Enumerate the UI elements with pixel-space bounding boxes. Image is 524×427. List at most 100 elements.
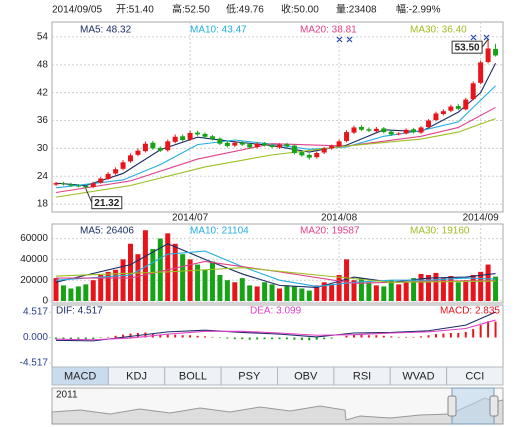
candle-body — [142, 143, 148, 152]
tab-label[interactable]: CCI — [465, 370, 484, 382]
volume-bar — [269, 284, 275, 301]
macd-bar — [226, 337, 229, 339]
tab-label[interactable]: WVAD — [402, 370, 434, 382]
volume-bar — [493, 276, 499, 301]
volume-bar — [336, 274, 342, 301]
annotation-box — [451, 40, 483, 54]
candle-body — [187, 133, 193, 140]
navigator-window[interactable] — [451, 387, 495, 425]
volume-bar — [373, 285, 379, 301]
macd-bar — [271, 337, 274, 340]
candle-body — [366, 129, 372, 131]
volume-bar — [83, 284, 89, 301]
volume-bar — [202, 269, 208, 301]
indicator-line — [55, 267, 496, 283]
header-high: 高:52.50 — [172, 3, 210, 16]
header-volume: 量:23408 — [336, 4, 377, 16]
volume-bar — [120, 259, 126, 301]
candle-body — [403, 129, 409, 134]
tab-label[interactable]: PSY — [238, 370, 261, 382]
volume-bar — [277, 288, 282, 301]
volume-bar — [403, 282, 409, 301]
macd-bar — [77, 337, 80, 340]
macd-bar — [62, 337, 65, 340]
volume-bar — [165, 233, 171, 301]
volume-bar — [157, 238, 163, 301]
macd-bar — [218, 337, 221, 339]
tab-label[interactable]: MACD — [64, 370, 96, 382]
macd-bar — [107, 336, 110, 338]
macd-bar — [487, 321, 490, 338]
candle-body — [314, 153, 320, 158]
volume-bar — [232, 282, 238, 301]
macd-bar — [367, 335, 370, 338]
volume-bar — [224, 280, 230, 301]
volume-bar — [135, 254, 141, 301]
macd-bar — [464, 331, 467, 338]
legend-entry: MA10: 43.47 — [190, 25, 247, 36]
volume-bar — [247, 285, 253, 301]
tab-label[interactable]: OBV — [294, 370, 318, 382]
volume-bar — [172, 243, 178, 301]
indicator-line — [55, 319, 496, 341]
price-panel — [51, 21, 504, 213]
y-tick-label: 36 — [37, 115, 49, 126]
y-tick-label: 30 — [37, 143, 49, 154]
macd-bar — [472, 329, 475, 338]
volume-bar — [209, 261, 215, 301]
annotation-pointer — [481, 38, 489, 48]
legend-entry: MA30: 36.40 — [410, 25, 467, 36]
candle-body — [336, 141, 342, 147]
macd-bar — [308, 337, 311, 341]
indicator-line — [55, 250, 496, 287]
indicator-line — [55, 243, 496, 289]
candle-body — [180, 136, 186, 140]
header: 2014/09/05 开:51.40 高:52.50 低:49.76 收:50.… — [52, 3, 441, 16]
tab-label[interactable]: KDJ — [126, 370, 147, 382]
macd-bar — [360, 334, 363, 338]
candle-body — [455, 106, 461, 109]
indicator-line — [55, 63, 497, 187]
volume-bar — [142, 230, 148, 301]
candle-body — [493, 48, 499, 56]
legend-entry: MA10: 21104 — [190, 226, 249, 237]
candle-body — [277, 144, 282, 148]
macd-bar — [330, 337, 333, 339]
volume-bar — [358, 278, 364, 301]
navigator-handle[interactable] — [489, 395, 499, 417]
candle-body — [105, 173, 111, 180]
volume-bar — [284, 285, 290, 301]
candle-body — [388, 131, 394, 135]
tab-label[interactable]: RSI — [353, 370, 371, 382]
macd-bar — [323, 337, 326, 340]
volume-bar — [75, 286, 81, 301]
volume-bar — [344, 259, 350, 301]
indicator-tabs: MACD KDJ BOLL PSY OBV RSI WVAD CCI — [51, 366, 504, 386]
x-tick-label: 2014/08 — [321, 213, 358, 224]
macd-bar — [293, 337, 296, 340]
candle-body — [75, 185, 81, 187]
candle-body — [411, 129, 417, 133]
volume-bar — [98, 274, 104, 301]
volume-bar — [470, 274, 476, 301]
candle-body — [358, 126, 364, 130]
macd-bar — [122, 334, 125, 338]
macd-bar — [99, 337, 102, 339]
volume-bar — [68, 288, 74, 301]
candle-body — [448, 106, 454, 111]
macd-bar — [353, 334, 355, 338]
macd-bar — [345, 335, 348, 338]
macd-bar — [181, 335, 184, 338]
volume-bar — [485, 264, 491, 301]
volume-bar — [396, 284, 402, 301]
tab[interactable] — [446, 366, 504, 386]
tab-label[interactable]: BOLL — [179, 370, 207, 382]
y-tick-label: 0.000 — [23, 332, 48, 343]
indicator-line — [55, 118, 496, 198]
volume-bar — [366, 282, 372, 301]
candle-body — [83, 185, 89, 188]
macd-bar — [204, 336, 206, 338]
navigator-handle[interactable] — [447, 395, 457, 417]
volume-bar — [306, 290, 312, 301]
candle-body — [470, 83, 476, 100]
